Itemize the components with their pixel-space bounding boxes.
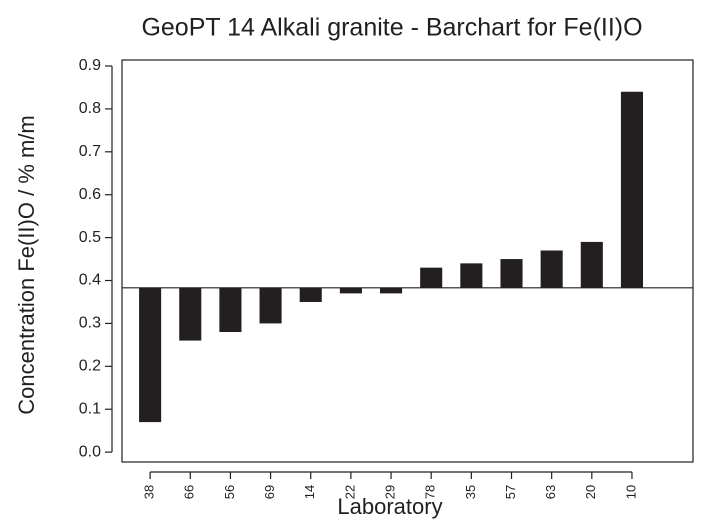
y-axis-label: Concentration Fe(II)O / % m/m [14, 115, 39, 415]
plot-frame [121, 59, 694, 463]
x-tick-label: 57 [503, 485, 518, 499]
bar [219, 287, 242, 333]
x-tick-label: 14 [302, 485, 317, 499]
x-tick-label: 78 [423, 485, 438, 499]
bar [259, 287, 282, 324]
x-tick-label: 63 [543, 485, 558, 499]
bar [379, 287, 403, 294]
bar [500, 259, 523, 288]
x-tick-label: 56 [222, 485, 237, 499]
y-tick-label: 0.8 [79, 100, 101, 117]
y-tick-label: 0.1 [79, 400, 101, 417]
bar [580, 241, 603, 288]
bar [339, 287, 362, 294]
y-tick-label: 0.5 [79, 229, 101, 246]
y-tick-label: 0.0 [79, 443, 101, 460]
bar [179, 287, 202, 341]
bar [139, 287, 162, 423]
x-tick-label: 20 [583, 485, 598, 499]
x-tick-label: 66 [182, 485, 197, 499]
x-tick-label: 22 [342, 485, 357, 499]
y-tick-label: 0.7 [79, 143, 101, 160]
y-tick-label: 0.6 [79, 186, 101, 203]
y-tick-label: 0.3 [79, 315, 101, 332]
bar [460, 263, 483, 288]
x-tick-label: 38 [142, 485, 157, 499]
bar [620, 91, 644, 288]
bar [540, 250, 563, 288]
x-tick-label: 69 [262, 485, 277, 499]
x-tick-label: 35 [463, 485, 478, 499]
y-tick-label: 0.9 [79, 57, 101, 74]
x-tick-label: 10 [623, 485, 638, 499]
x-tick-label: 29 [382, 485, 397, 499]
y-tick-label: 0.4 [79, 272, 101, 289]
x-axis-label: Laboratory [337, 494, 442, 519]
bar [420, 267, 443, 288]
y-tick-label: 0.2 [79, 358, 101, 375]
chart-title: GeoPT 14 Alkali granite - Barchart for F… [141, 14, 642, 42]
bar [299, 287, 322, 302]
